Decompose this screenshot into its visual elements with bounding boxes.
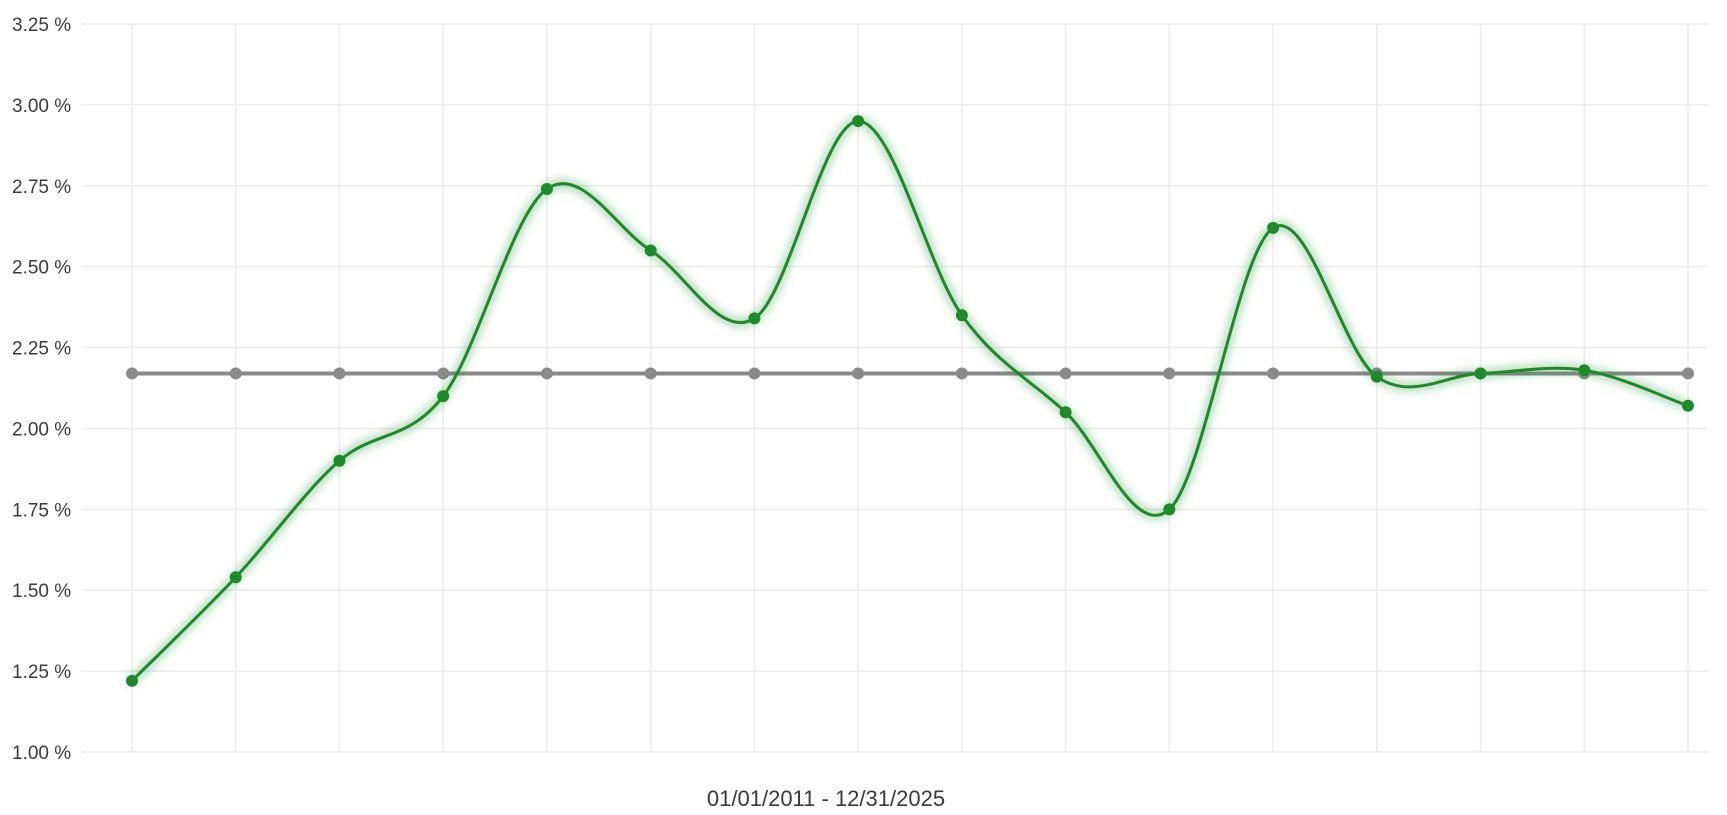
data-point[interactable] (229, 571, 242, 584)
data-point[interactable] (1682, 367, 1694, 380)
y-tick-label: 2.75 % (12, 177, 71, 198)
data-point[interactable] (955, 367, 968, 380)
y-tick-label: 1.00 % (12, 743, 71, 764)
data-point[interactable] (540, 183, 553, 196)
series-0 (126, 115, 1694, 687)
y-tick-label: 3.00 % (12, 96, 71, 117)
data-point[interactable] (229, 367, 242, 380)
y-tick-label: 1.25 % (12, 662, 71, 683)
y-tick-label: 3.25 % (12, 15, 71, 36)
data-point[interactable] (748, 312, 761, 325)
data-point[interactable] (644, 244, 657, 257)
data-point[interactable] (437, 367, 450, 380)
data-point[interactable] (955, 309, 968, 322)
data-point[interactable] (333, 454, 346, 467)
y-tick-label: 2.50 % (12, 258, 71, 279)
data-point[interactable] (1163, 367, 1176, 380)
series-layer (126, 115, 1694, 687)
data-point[interactable] (126, 367, 138, 380)
data-point[interactable] (1267, 221, 1280, 234)
data-point[interactable] (1682, 399, 1694, 412)
grid (82, 23, 1708, 753)
data-point[interactable] (540, 367, 553, 380)
data-point[interactable] (333, 367, 346, 380)
y-tick-label: 2.25 % (12, 339, 71, 360)
data-point[interactable] (126, 674, 138, 687)
data-point[interactable] (852, 367, 865, 380)
data-point[interactable] (437, 390, 450, 403)
x-axis-date-range-label: 01/01/2011 - 12/31/2025 (707, 786, 945, 811)
data-point[interactable] (1370, 370, 1383, 383)
series-line (130, 119, 1690, 683)
y-axis: 1.00 % 1.25 % 1.50 % 1.75 % 2.00 % 2.25 % 2.50… (12, 15, 71, 764)
data-point[interactable] (1267, 367, 1280, 380)
y-tick-label: 1.75 % (12, 500, 71, 521)
data-point[interactable] (1578, 364, 1591, 377)
y-tick-label: 1.50 % (12, 581, 71, 602)
data-point[interactable] (1059, 367, 1072, 380)
data-point[interactable] (644, 367, 657, 380)
data-point[interactable] (852, 115, 865, 128)
data-point[interactable] (1163, 503, 1176, 516)
data-point[interactable] (748, 367, 761, 380)
data-point[interactable] (1474, 367, 1487, 380)
data-point[interactable] (1059, 406, 1072, 419)
y-tick-label: 2.00 % (12, 419, 71, 440)
